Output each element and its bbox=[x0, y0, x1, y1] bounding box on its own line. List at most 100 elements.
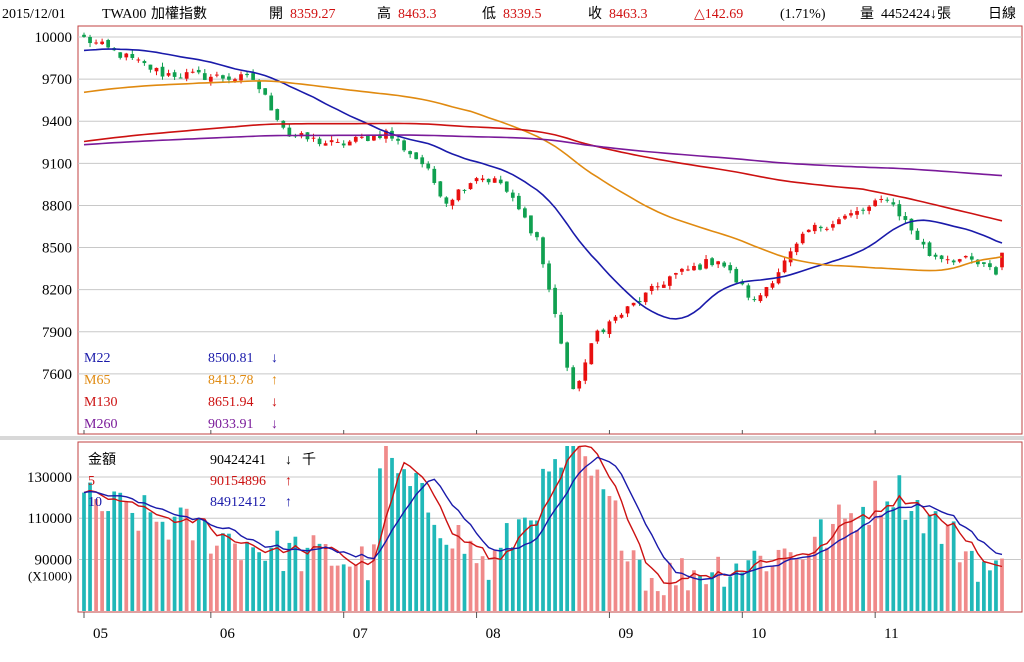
candle-body bbox=[245, 73, 249, 76]
m22-line bbox=[83, 48, 1003, 320]
candle-body bbox=[450, 199, 455, 206]
volume-bar bbox=[184, 508, 189, 611]
volume-bar bbox=[571, 446, 576, 611]
candle-body bbox=[178, 77, 183, 79]
legend-vma5-arrow: ↑ bbox=[285, 474, 292, 489]
volume-bar bbox=[408, 486, 412, 611]
legend-vma5-value: 90154896 bbox=[210, 474, 266, 489]
price-tick-label: 9400 bbox=[42, 114, 72, 130]
candle-body bbox=[963, 255, 968, 258]
month-label: 06 bbox=[220, 626, 236, 642]
candle-body bbox=[746, 285, 751, 298]
candle-body bbox=[982, 262, 986, 264]
volume-bar bbox=[450, 548, 455, 611]
price-tick-label: 9700 bbox=[42, 72, 72, 88]
candle-body bbox=[529, 215, 533, 234]
volume-bar bbox=[704, 584, 708, 611]
candle-body bbox=[583, 362, 588, 381]
panel-divider bbox=[0, 436, 1024, 440]
moving-average-lines bbox=[83, 48, 1003, 320]
candle-body bbox=[359, 136, 364, 138]
volume-bar bbox=[698, 575, 702, 611]
candle-body bbox=[667, 276, 672, 286]
volume-bar bbox=[426, 512, 431, 611]
close-value: 8463.3 bbox=[609, 7, 648, 22]
volume-bar bbox=[625, 561, 630, 611]
candle-body bbox=[196, 69, 201, 73]
candle-body bbox=[311, 137, 316, 139]
volume-bar bbox=[82, 492, 86, 611]
volume-bar bbox=[680, 558, 684, 611]
volume-bar bbox=[106, 511, 111, 611]
volume-bar bbox=[752, 550, 757, 611]
volume-bar bbox=[957, 562, 962, 611]
candle-body bbox=[692, 265, 696, 271]
change-value: △142.69 bbox=[694, 7, 743, 22]
candle-body bbox=[341, 143, 346, 146]
volume-bar bbox=[643, 590, 648, 611]
candle-body bbox=[516, 195, 521, 210]
candle-body bbox=[275, 109, 280, 120]
volume-bar bbox=[873, 480, 878, 611]
volume-bar bbox=[716, 556, 721, 611]
volume-bar bbox=[172, 516, 177, 611]
candle-body bbox=[674, 273, 678, 275]
volume-bar bbox=[547, 471, 551, 611]
candle-body bbox=[547, 263, 551, 290]
candle-body bbox=[106, 40, 111, 48]
candle-body bbox=[317, 138, 322, 145]
candle-body bbox=[927, 242, 932, 256]
candle-body bbox=[215, 74, 219, 76]
volume-bar bbox=[867, 524, 871, 611]
m260-line bbox=[83, 134, 1003, 177]
candle-body bbox=[130, 54, 135, 58]
candle-body bbox=[625, 306, 630, 314]
candle-body bbox=[239, 74, 243, 81]
volume-bar bbox=[311, 535, 316, 611]
period-label: 日線 bbox=[988, 6, 1016, 22]
candle-body bbox=[885, 199, 890, 201]
volume-bar bbox=[951, 521, 956, 611]
volume-bar bbox=[329, 565, 334, 611]
legend-m260-arrow: ↓ bbox=[271, 417, 278, 432]
candle-body bbox=[263, 88, 268, 95]
candle-body bbox=[88, 36, 92, 44]
candle-body bbox=[136, 59, 141, 61]
volume-bar bbox=[613, 500, 618, 611]
month-label: 11 bbox=[884, 626, 898, 642]
volume-bar bbox=[390, 457, 394, 611]
volume-bar bbox=[215, 545, 219, 611]
candle-body bbox=[770, 283, 775, 288]
candle-body bbox=[571, 367, 576, 390]
volume-bar bbox=[196, 518, 201, 611]
candle-body bbox=[806, 229, 811, 233]
volume-bar bbox=[468, 540, 473, 611]
candle-body bbox=[879, 198, 884, 200]
volume-bar bbox=[619, 550, 624, 611]
volume-bar bbox=[281, 571, 286, 611]
candle-body bbox=[94, 42, 98, 44]
candle-body bbox=[474, 178, 479, 182]
volume-bar bbox=[293, 536, 298, 611]
candle-body bbox=[233, 79, 237, 81]
candle-body bbox=[680, 268, 684, 272]
volume-bar bbox=[788, 552, 793, 611]
candle-body bbox=[988, 263, 992, 268]
candle-body bbox=[456, 189, 461, 201]
candle-body bbox=[607, 321, 612, 335]
legend-vma10-name: 10 bbox=[88, 495, 102, 510]
volume-bar bbox=[565, 446, 570, 611]
candle-body bbox=[788, 251, 793, 263]
candle-body bbox=[710, 258, 714, 266]
volume-bar bbox=[269, 547, 274, 611]
candle-body bbox=[643, 292, 648, 303]
candle-body bbox=[994, 267, 998, 275]
candle-body bbox=[812, 224, 817, 232]
volume-bar bbox=[414, 472, 419, 611]
volume-bar bbox=[88, 482, 92, 611]
volume-bar bbox=[251, 547, 255, 611]
candle-body bbox=[891, 202, 896, 205]
candle-body bbox=[498, 179, 503, 184]
candle-body bbox=[734, 268, 739, 283]
